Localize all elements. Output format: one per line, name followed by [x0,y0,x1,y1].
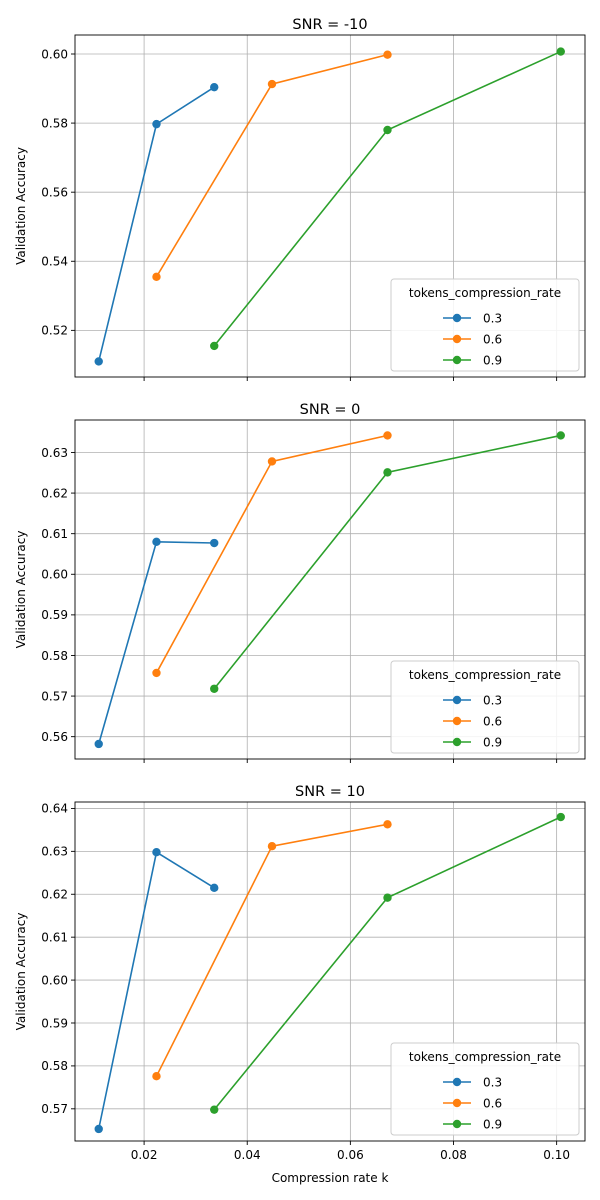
x-tick-label: 0.02 [131,1148,158,1162]
data-point [267,457,277,466]
data-point [556,47,565,56]
legend-marker [452,1119,462,1129]
data-point [210,82,219,92]
y-tick-label: 0.52 [41,324,68,338]
y-axis-label: Validation Accuracy [14,147,28,265]
y-tick-label: 0.61 [41,527,68,541]
data-point [556,812,565,822]
data-point [94,739,103,749]
x-axis-label: Compression rate k [272,1171,389,1185]
data-point [210,1105,219,1114]
subplot-title: SNR = 10 [295,784,365,800]
y-tick-label: 0.59 [41,1016,68,1030]
y-tick-label: 0.57 [41,1102,68,1116]
data-point [383,431,392,440]
data-point [210,538,219,548]
y-tick-label: 0.61 [41,930,68,944]
legend-title: tokens_compression_rate [409,1050,561,1064]
data-point [152,537,161,546]
legend-label: 0.3 [483,1075,502,1089]
subplot-title: SNR = 0 [300,402,361,418]
legend-box [390,660,580,754]
data-point [267,841,277,851]
data-point [210,341,219,351]
legend-label: 0.9 [483,735,502,749]
data-point [152,848,161,857]
y-tick-label: 0.54 [41,255,68,269]
legend-label: 0.9 [483,353,502,367]
y-axis-label: Validation Accuracy [14,531,28,649]
legend-box [390,1042,580,1136]
data-point [152,119,161,129]
data-point [94,1124,103,1134]
y-tick-label: 0.59 [41,608,68,622]
y-tick-label: 0.62 [41,888,68,902]
x-tick-label: 0.06 [337,1148,364,1162]
x-tick-label: 0.08 [440,1148,467,1162]
y-axis-label: Validation Accuracy [14,913,28,1031]
data-point [94,357,103,366]
subplot-snr-0: 0.52 0.54 0.56 0.58 0.60 SNR = -10 Validation … [14,17,586,381]
y-tick-label: 0.62 [41,486,68,500]
subplot-title: SNR = -10 [292,17,367,33]
legend-title: tokens_compression_rate [409,668,561,682]
x-tick-label: 0.04 [234,1148,261,1162]
legend-marker [452,716,462,726]
y-tick-label: 0.60 [41,973,68,987]
legend-label: 0.3 [483,311,502,325]
y-tick-label: 0.64 [41,802,68,816]
y-tick-label: 0.56 [41,185,68,199]
data-point [383,50,392,59]
subplot-snr-1: 0.56 0.57 0.58 0.59 0.60 0.61 0.62 0.63 SNR = 0 V… [14,402,586,763]
y-tick-label: 0.60 [41,568,68,582]
legend-marker [452,355,462,365]
axes-frame [74,419,586,760]
legend-marker [452,1077,462,1087]
legend: tokens_compression_rate 0.3 0.6 0.9 [390,278,580,372]
legend-marker [452,695,462,705]
y-tick-label: 0.58 [41,116,68,130]
legend-marker [452,334,462,344]
legend: tokens_compression_rate 0.3 0.6 0.9 [390,660,580,754]
data-point [556,431,565,440]
axes-frame [74,801,586,1142]
legend-marker [452,313,462,323]
legend: tokens_compression_rate 0.3 0.6 0.9 [390,1042,580,1136]
data-point [152,1072,161,1081]
x-tick-label: 0.10 [543,1148,570,1162]
legend-label: 0.6 [483,332,502,346]
data-point [383,125,392,135]
data-point [383,893,392,902]
data-point [267,79,277,89]
data-point [152,272,161,282]
axes-frame [74,34,586,378]
data-point [152,668,161,678]
legend-label: 0.6 [483,714,502,728]
legend-marker [452,1098,462,1108]
subplot-snr-2: 0.02 0.04 0.06 0.08 0.10 0.57 0.58 0.59 0.60 0.61… [14,784,586,1185]
y-tick-label: 0.63 [41,845,68,859]
legend-marker [452,737,462,747]
legend-label: 0.9 [483,1117,502,1131]
legend-label: 0.6 [483,1096,502,1110]
data-point [383,820,392,829]
data-point [210,883,219,893]
y-tick-label: 0.60 [41,47,68,61]
legend-label: 0.3 [483,693,502,707]
y-tick-label: 0.57 [41,689,68,703]
y-tick-label: 0.56 [41,730,68,744]
y-tick-label: 0.63 [41,446,68,460]
legend-box [390,278,580,372]
legend-title: tokens_compression_rate [409,286,561,300]
data-point [210,684,219,693]
y-tick-label: 0.58 [41,1059,68,1073]
data-point [383,468,392,477]
y-tick-label: 0.58 [41,649,68,663]
